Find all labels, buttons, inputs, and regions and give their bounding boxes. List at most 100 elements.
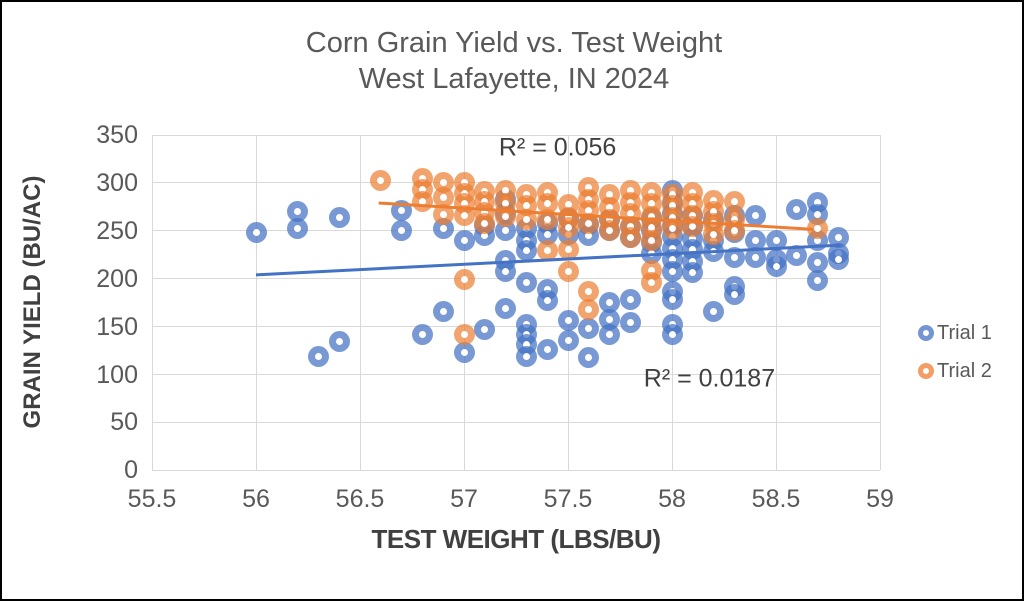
data-point-trial-1	[453, 341, 475, 363]
data-point-trial-2	[453, 323, 475, 345]
y-tick-label: 50	[110, 408, 138, 437]
data-point-trial-1	[744, 204, 766, 226]
data-point-trial-1	[307, 345, 329, 367]
r2-annotation: R² = 0.056	[498, 133, 617, 162]
data-point-trial-2	[578, 212, 600, 234]
chart-subtitle: West Lafayette, IN 2024	[358, 63, 670, 95]
data-point-trial-1	[536, 290, 558, 312]
horizontal-gridline	[152, 134, 880, 136]
data-point-trial-2	[599, 220, 621, 242]
data-point-trial-2	[432, 204, 454, 225]
data-point-trial-1	[578, 318, 600, 340]
data-point-trial-1	[807, 270, 829, 292]
data-point-trial-1	[391, 220, 413, 242]
horizontal-gridline	[152, 374, 880, 375]
vertical-gridline	[463, 135, 465, 471]
data-point-trial-2	[453, 269, 475, 291]
data-point-trial-1	[557, 310, 579, 332]
data-point-trial-2	[453, 204, 475, 226]
data-point-trial-1	[723, 283, 745, 305]
legend-marker-icon	[918, 363, 934, 379]
data-point-trial-2	[515, 208, 537, 230]
data-point-trial-1	[599, 323, 621, 345]
data-point-trial-1	[515, 272, 537, 294]
y-tick-label: 350	[96, 121, 138, 149]
y-axis-title: GRAIN YIELD (BU/AC)	[19, 175, 46, 429]
legend-item-trial-1: Trial 1	[918, 314, 992, 352]
vertical-gridline	[255, 135, 257, 471]
data-point-trial-1	[682, 262, 704, 284]
r2-annotation: R² = 0.0187	[643, 364, 776, 393]
data-point-trial-1	[786, 245, 808, 267]
y-tick-label: 200	[96, 264, 138, 293]
y-tick-label: 150	[96, 312, 138, 341]
data-point-trial-1	[827, 249, 849, 271]
x-tick-label: 55.5	[127, 485, 177, 514]
x-tick-label: 57	[450, 485, 478, 514]
horizontal-gridline	[152, 469, 880, 471]
data-point-trial-1	[765, 229, 787, 251]
data-point-trial-1	[703, 300, 725, 322]
horizontal-gridline	[152, 421, 880, 423]
legend-item-trial-2: Trial 2	[918, 352, 992, 390]
data-point-trial-2	[578, 280, 600, 302]
data-point-trial-2	[495, 205, 517, 227]
x-tick-label: 57.5	[543, 485, 593, 514]
data-point-trial-2	[370, 170, 392, 192]
x-tick-label: 59	[866, 485, 894, 514]
vertical-gridline	[879, 135, 881, 471]
data-point-trial-1	[432, 300, 454, 322]
vertical-gridline	[151, 135, 153, 471]
data-point-trial-1	[287, 218, 309, 240]
data-point-trial-1	[515, 345, 537, 367]
data-point-trial-2	[661, 218, 683, 240]
x-tick-label: 58	[658, 485, 686, 514]
y-tick-label: 300	[96, 168, 138, 197]
data-point-trial-1	[474, 318, 496, 340]
data-point-trial-1	[245, 222, 267, 244]
y-tick-label: 0	[124, 456, 138, 485]
data-point-trial-1	[453, 229, 475, 251]
data-point-trial-1	[515, 240, 537, 262]
x-tick-label: 56	[242, 485, 270, 514]
data-point-trial-2	[640, 229, 662, 251]
data-point-trial-1	[411, 323, 433, 345]
vertical-gridline	[775, 135, 777, 471]
data-point-trial-2	[557, 239, 579, 261]
data-point-trial-1	[536, 339, 558, 361]
data-point-trial-2	[536, 208, 558, 230]
data-point-trial-1	[619, 289, 641, 311]
vertical-gridline	[567, 135, 569, 471]
data-point-trial-1	[328, 206, 350, 228]
data-point-trial-2	[557, 260, 579, 282]
data-point-trial-1	[744, 247, 766, 269]
horizontal-gridline	[152, 182, 880, 184]
x-tick-label: 58.5	[751, 485, 801, 514]
data-point-trial-1	[765, 255, 787, 277]
data-point-trial-1	[786, 199, 808, 221]
x-tick-label: 56.5	[335, 485, 385, 514]
y-tick-label: 250	[96, 216, 138, 245]
data-point-trial-2	[474, 212, 496, 234]
data-point-trial-1	[391, 200, 413, 222]
data-point-trial-1	[557, 330, 579, 352]
vertical-gridline	[359, 135, 361, 471]
data-point-trial-2	[557, 217, 579, 239]
data-point-trial-1	[328, 331, 350, 353]
data-point-trial-2	[640, 272, 662, 294]
legend-label: Trial 2	[937, 359, 992, 382]
legend-marker-icon	[918, 325, 934, 341]
data-point-trial-1	[661, 323, 683, 345]
data-point-trial-1	[661, 289, 683, 311]
data-point-trial-1	[619, 312, 641, 334]
legend: Trial 1 Trial 2	[918, 314, 992, 390]
data-point-trial-2	[411, 190, 433, 212]
y-tick-label: 100	[96, 360, 138, 389]
chart-title: Corn Grain Yield vs. Test Weight	[305, 27, 723, 59]
data-point-trial-1	[495, 297, 517, 319]
data-point-trial-2	[619, 227, 641, 248]
data-point-trial-1	[578, 346, 600, 368]
x-axis-title: TEST WEIGHT (LBS/BU)	[371, 524, 661, 554]
data-point-trial-1	[661, 260, 683, 282]
